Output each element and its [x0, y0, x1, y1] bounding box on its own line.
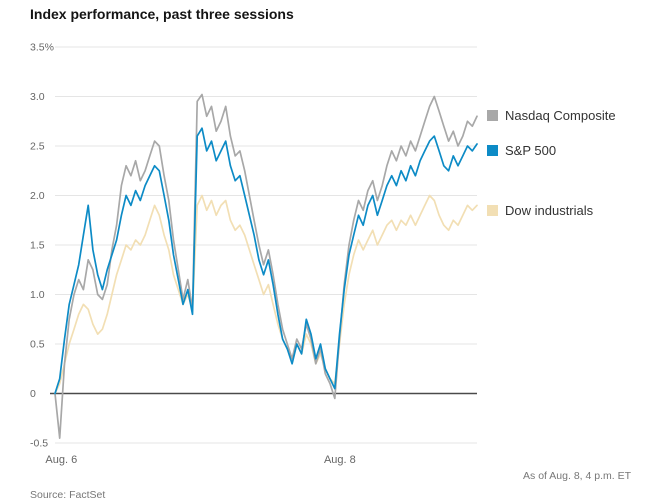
y-tick-label: 3.5% — [30, 42, 54, 54]
legend-item-nasdaq: Nasdaq Composite — [487, 108, 616, 123]
nasdaq-swatch-icon — [487, 110, 498, 121]
source-note: Source: FactSet — [30, 489, 106, 499]
series-line-dow-industrials — [54, 194, 478, 395]
y-tick-label: 3.0 — [30, 91, 45, 103]
series-line-nasdaq-composite — [54, 93, 478, 439]
y-tick-label: 0 — [30, 388, 36, 400]
chart-title: Index performance, past three sessions — [30, 6, 294, 22]
legend-label-sp500: S&P 500 — [505, 143, 557, 158]
legend: Nasdaq Composite S&P 500 Dow industrials — [487, 0, 651, 260]
x-tick-label: Aug. 6 — [45, 454, 77, 466]
y-tick-label: 1.0 — [30, 289, 45, 301]
sp500-swatch-icon — [487, 145, 498, 156]
y-tick-label: 0.5 — [30, 339, 45, 351]
x-tick-label: Aug. 8 — [324, 454, 356, 466]
dow-swatch-icon — [487, 205, 498, 216]
y-tick-label: 2.0 — [30, 190, 45, 202]
series-line-s-p-500 — [54, 127, 478, 395]
legend-item-dow: Dow industrials — [487, 203, 593, 218]
y-tick-label: -0.5 — [30, 438, 48, 450]
y-tick-label: 1.5 — [30, 240, 45, 252]
legend-label-nasdaq: Nasdaq Composite — [505, 108, 616, 123]
as-of-note: As of Aug. 8, 4 p.m. ET — [523, 470, 631, 482]
legend-label-dow: Dow industrials — [505, 203, 594, 218]
legend-item-sp500: S&P 500 — [487, 143, 556, 158]
y-tick-label: 2.5 — [30, 141, 45, 153]
